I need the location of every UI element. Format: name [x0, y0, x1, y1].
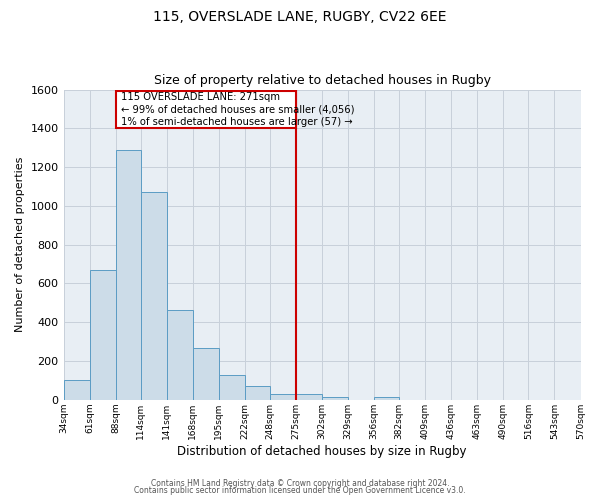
Bar	[116, 90, 296, 128]
Bar	[270, 394, 296, 400]
Y-axis label: Number of detached properties: Number of detached properties	[15, 157, 25, 332]
Bar	[193, 348, 219, 400]
Text: 1% of semi-detached houses are larger (57) →: 1% of semi-detached houses are larger (5…	[121, 117, 353, 127]
Bar	[64, 380, 89, 400]
Text: ← 99% of detached houses are smaller (4,056): ← 99% of detached houses are smaller (4,…	[121, 104, 355, 115]
Text: 115, OVERSLADE LANE, RUGBY, CV22 6EE: 115, OVERSLADE LANE, RUGBY, CV22 6EE	[153, 10, 447, 24]
Bar	[245, 386, 270, 400]
Bar	[322, 397, 348, 400]
Bar	[296, 394, 322, 400]
X-axis label: Distribution of detached houses by size in Rugby: Distribution of detached houses by size …	[177, 444, 467, 458]
Title: Size of property relative to detached houses in Rugby: Size of property relative to detached ho…	[154, 74, 491, 87]
Bar	[374, 397, 399, 400]
Text: 115 OVERSLADE LANE: 271sqm: 115 OVERSLADE LANE: 271sqm	[121, 92, 280, 102]
Bar	[89, 270, 116, 400]
Bar	[219, 374, 245, 400]
Bar	[140, 192, 167, 400]
Bar	[167, 310, 193, 400]
Text: Contains HM Land Registry data © Crown copyright and database right 2024.: Contains HM Land Registry data © Crown c…	[151, 478, 449, 488]
Text: Contains public sector information licensed under the Open Government Licence v3: Contains public sector information licen…	[134, 486, 466, 495]
Bar	[116, 150, 140, 400]
